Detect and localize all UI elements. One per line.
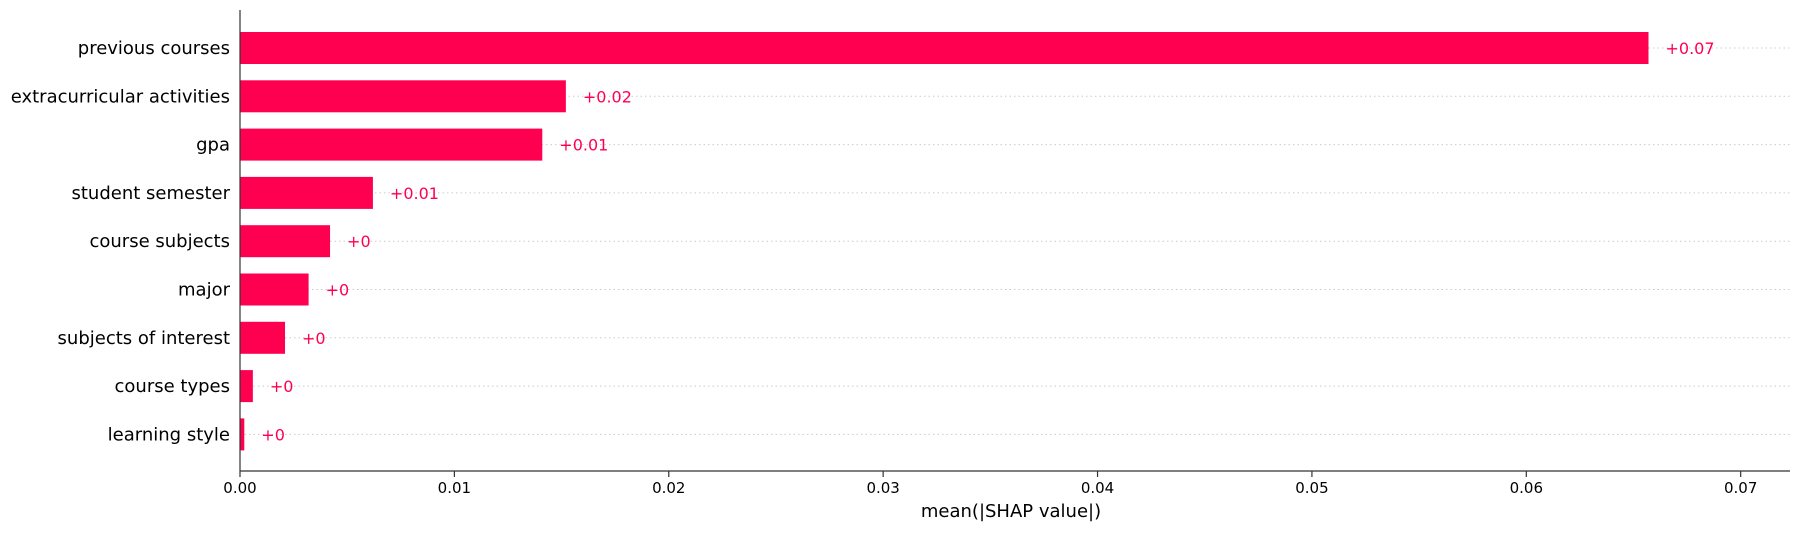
feature-label: learning style — [108, 424, 230, 445]
value-label: +0 — [302, 329, 326, 348]
x-tick-label: 0.03 — [866, 479, 899, 497]
bar — [240, 176, 373, 209]
bar — [240, 370, 253, 403]
feature-label: subjects of interest — [58, 328, 230, 349]
x-tick-label: 0.05 — [1295, 479, 1328, 497]
feature-label: course subjects — [89, 231, 230, 252]
value-label: +0.07 — [1666, 39, 1715, 58]
feature-label: student semester — [71, 183, 230, 204]
bar — [240, 273, 309, 306]
value-label: +0 — [326, 281, 350, 300]
axis-layer: 0.00 0.01 0.02 0.03 0.04 0.05 0.06 0.07 — [223, 10, 1790, 497]
grid-layer — [240, 47, 1790, 435]
value-label: +0 — [270, 377, 294, 396]
value-label: +0.01 — [390, 184, 439, 203]
x-tick-label: 0.07 — [1724, 479, 1757, 497]
value-label: +0 — [261, 425, 285, 444]
x-tick-label: 0.04 — [1081, 479, 1114, 497]
bar — [240, 128, 543, 161]
label-layer: previous courses +0.07 extracurricular act… — [11, 38, 1715, 445]
bar — [240, 80, 566, 113]
value-label: +0 — [347, 232, 371, 251]
feature-label: extracurricular activities — [11, 86, 230, 107]
feature-label: major — [178, 280, 231, 301]
feature-label: gpa — [196, 135, 230, 156]
x-tick-label: 0.00 — [223, 479, 256, 497]
x-tick-label: 0.01 — [438, 479, 471, 497]
bar — [240, 32, 1649, 64]
bar — [240, 321, 286, 354]
value-label: +0.01 — [559, 136, 608, 155]
bar-layer — [240, 32, 1649, 451]
bar — [240, 418, 245, 451]
value-label: +0.02 — [583, 87, 632, 106]
x-tick-label: 0.02 — [652, 479, 685, 497]
feature-label: previous courses — [78, 38, 230, 59]
x-tick-label: 0.06 — [1510, 479, 1543, 497]
feature-label: course types — [115, 376, 230, 397]
bar — [240, 225, 331, 258]
x-axis-title: mean(|SHAP value|) — [921, 501, 1101, 522]
